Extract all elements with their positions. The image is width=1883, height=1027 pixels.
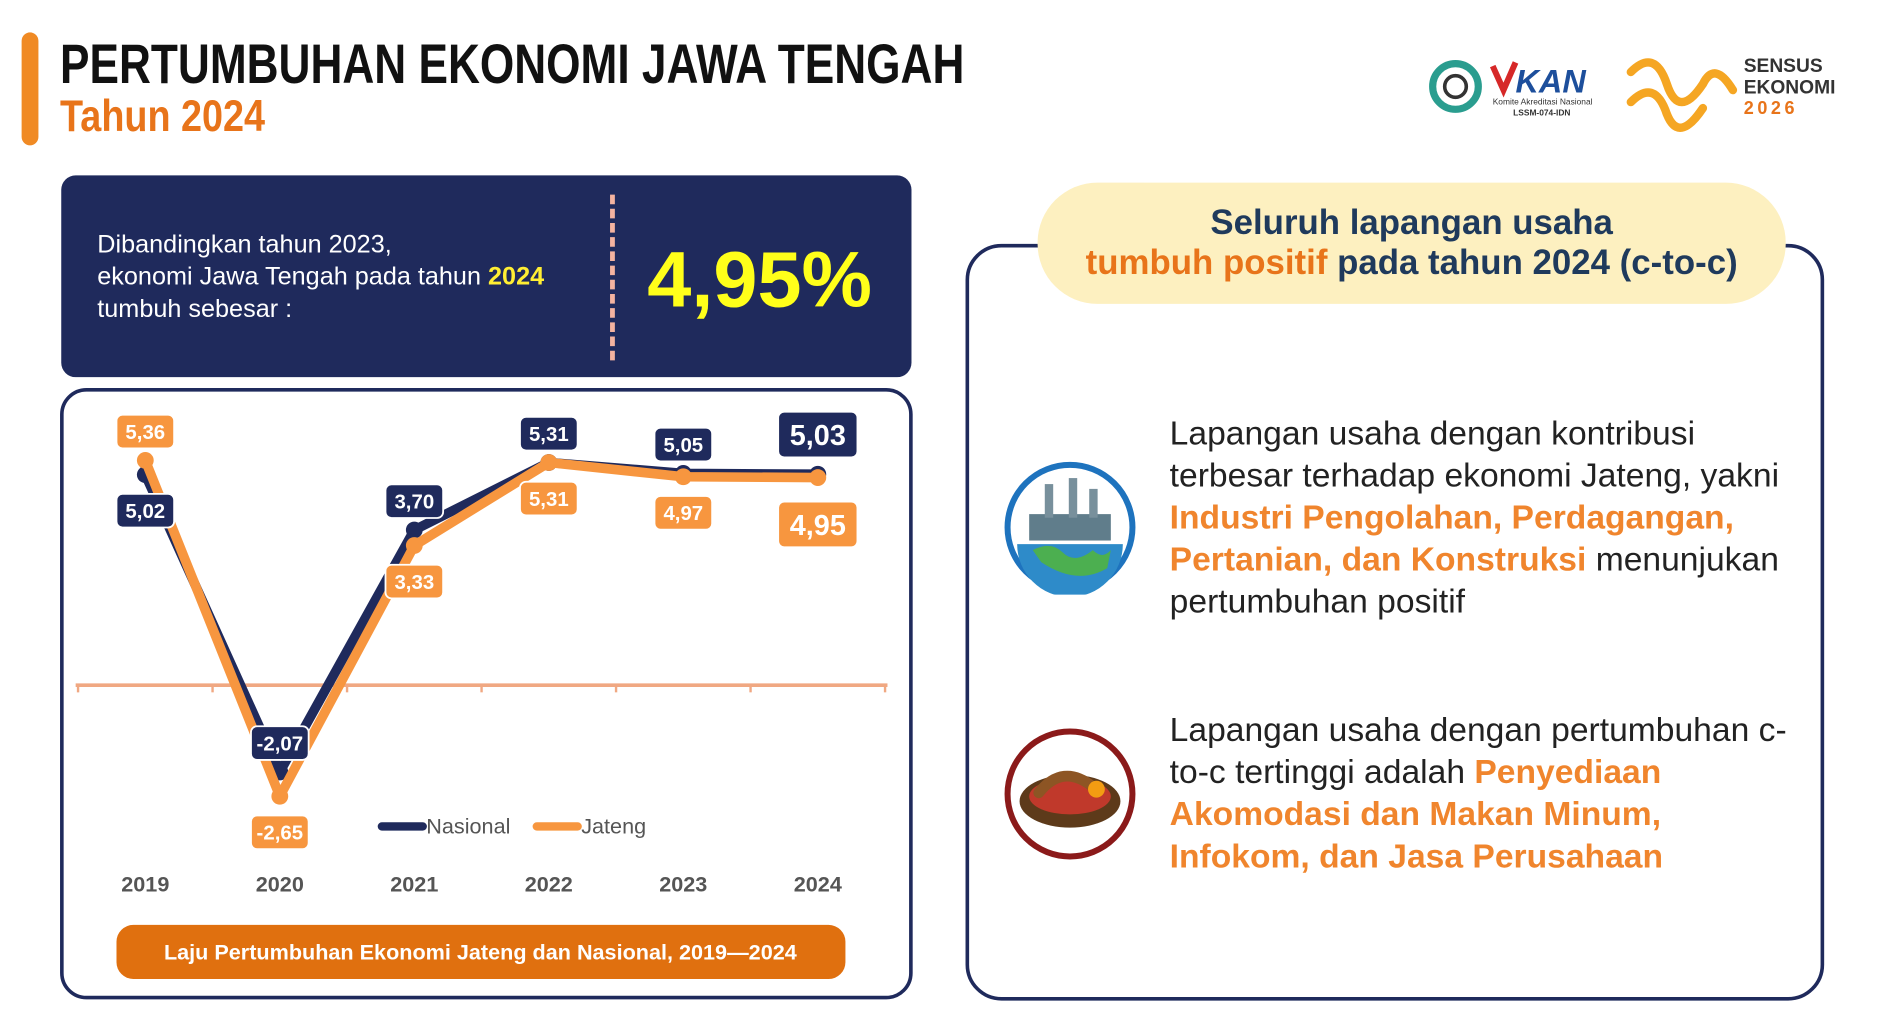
x-tick-label: 2022 [525,871,573,896]
x-tick-label: 2024 [794,871,842,896]
logos: KAN Komite Akreditasi Nasional LSSM-074-… [1429,56,1836,132]
series-line [140,457,818,802]
value-label: 4,95 [790,510,846,542]
value-label: 5,31 [529,424,569,446]
chart: 2019 2020 2021 2022 2023 2024 5,02 -2,07 3,70 5,3… [75,410,888,979]
legend-label: Nasional [426,814,510,839]
value-label: 3,33 [394,572,434,594]
cert-logo-inner [1442,73,1469,100]
sensus-text: SENSUS [1744,56,1823,77]
value-label-box [777,410,859,459]
sensus-year: 2026 [1744,98,1798,118]
summary-text: Dibandingkan tahun 2023, ekonomi Jawa Te… [97,228,544,325]
value-label: 4,97 [663,503,703,525]
kan-sub: Komite Akreditasi Nasional [1493,97,1593,107]
value-label-box [384,483,445,519]
point-highlight: Penyediaan Akomodasi dan Makan Minum, In… [1169,753,1664,875]
caption: Laju Pertumbuhan Ekonomi Jateng dan Nasi… [164,940,797,965]
food-icon [1004,728,1136,860]
point [405,521,423,539]
divider [610,194,615,361]
summary-box: Dibandingkan tahun 2023, ekonomi Jawa Te… [61,175,912,378]
heading-line: Seluruh lapangan usaha [1210,203,1613,243]
value-label: -2,65 [257,823,304,845]
industry-icon [1004,461,1136,595]
value-label-box [519,480,579,517]
summary-line: ekonomi Jawa Tengah pada tahun 2024 [97,261,544,293]
point [405,537,423,554]
x-tick-label: 2019 [121,871,169,896]
point-2: Lapangan usaha dengan pertumbuhan c-to-c… [1170,709,1794,877]
kan-check [1489,61,1519,98]
cert-logo [1429,60,1482,113]
summary-year: 2024 [488,263,545,291]
value-label-box [115,492,176,529]
panel-heading: Seluruh lapangan usaha tumbuh positif pa… [1037,182,1786,304]
value-label-box [777,500,859,549]
x-tick-label: 2020 [256,871,304,896]
point [271,787,289,805]
heading-text: pada tahun 2024 (c-to-c) [1327,243,1738,282]
kan-logo: KAN [1516,63,1587,99]
point-text: menunjukan pertumbuhan positif [1169,540,1779,620]
point-text: Lapangan usaha dengan pertumbuhan c-to-c… [1169,711,1787,791]
value-label-box [250,814,310,851]
title: PERTUMBUHAN EKONOMI JAWA TENGAH [60,32,965,95]
value-label: 3,70 [394,492,434,514]
x-tick-label: 2021 [390,871,438,896]
sensus-text: EKONOMI [1744,78,1836,99]
value-label: 5,31 [529,489,569,511]
chart-box [60,387,913,1000]
accent-bar [21,32,39,146]
value-label-box [250,725,310,761]
kan-code: LSSM-074-IDN [1513,107,1570,117]
caption-box [116,924,846,979]
heading-highlight: tumbuh positif [1085,243,1328,282]
point [540,454,558,471]
value-label-box [115,413,176,450]
value-label: 5,05 [663,435,703,457]
value-label-box [653,426,714,463]
value-label: 5,02 [125,501,165,523]
point-highlight: Industri Pengolahan, Perdagangan, Pertan… [1169,498,1734,578]
growth-value: 4,95% [647,234,873,324]
point [136,451,154,469]
value-label: 5,03 [790,420,846,452]
value-label-box [384,563,445,600]
legend-label: Jateng [581,814,646,839]
x-tick-label: 2023 [659,871,707,896]
point-text: Lapangan usaha dengan kontribusi terbesa… [1169,414,1780,494]
summary-text: ekonomi Jawa Tengah pada tahun [97,263,481,291]
value-label: 5,36 [125,422,165,444]
value-label-box [653,495,714,531]
point [809,469,827,486]
summary-line: Dibandingkan tahun 2023, [97,230,392,259]
value-label-box [519,415,579,452]
value-label: -2,07 [257,733,304,755]
summary-line: tumbuh sebesar : [97,295,293,324]
point [674,468,692,486]
point-1: Lapangan usaha dengan kontribusi terbesa… [1170,412,1794,622]
sensus-mark [1626,58,1738,132]
heading-line: tumbuh positif pada tahun 2024 (c-to-c) [1038,243,1786,283]
subtitle: Tahun 2024 [60,91,266,141]
